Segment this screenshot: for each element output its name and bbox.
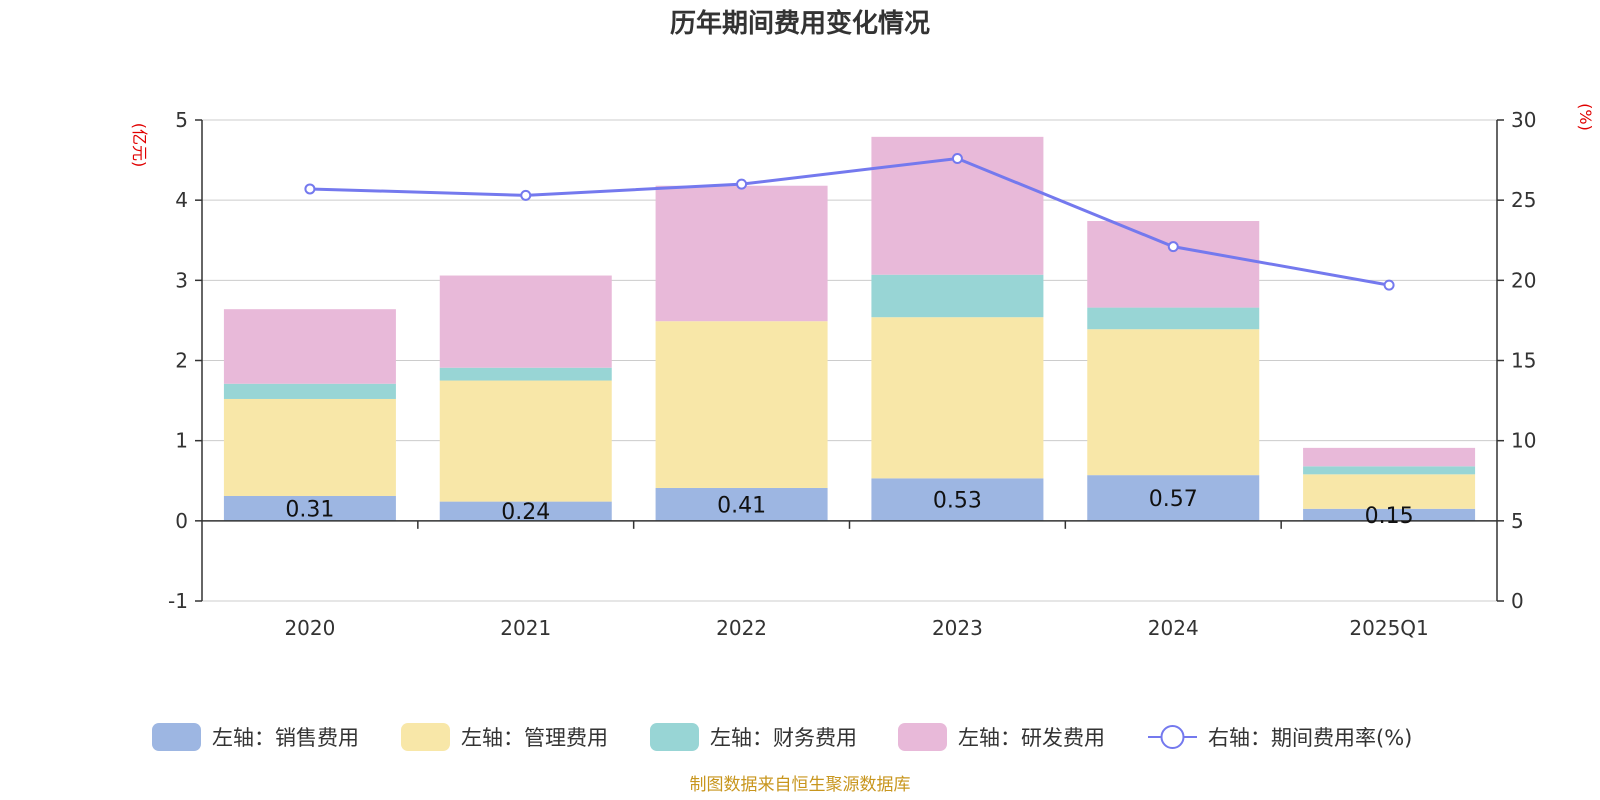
expense-rate-point [736,178,748,190]
bar-series [223,136,1476,521]
bar-segment-4 [1303,447,1476,467]
left-tick-label: 3 [175,268,188,292]
right-tick-label: 25 [1511,188,1536,212]
right-tick-label: 5 [1511,509,1524,533]
expense-rate-point [1167,241,1179,253]
right-tick-label: 0 [1511,589,1524,613]
legend-label-1: 左轴：销售费用 [212,726,359,750]
bar-segment-4 [1087,221,1260,308]
expense-rate-point [951,152,963,164]
bar-segment-4 [439,275,612,368]
bar-segment-1 [223,495,396,521]
bar-segment-3 [439,367,612,381]
category-label: 2020 [284,616,335,640]
right-axis: 30 25 20 15 10 5 0 [1497,108,1536,613]
bar-segment-1 [1303,508,1476,521]
right-tick-label: 10 [1511,429,1536,453]
bar-data-label: 0.31 [285,497,334,522]
left-tick-label: -1 [168,589,188,613]
line-series [304,152,1395,291]
legend-swatch-3 [650,723,699,751]
legend-swatch-1 [152,723,201,751]
bar-data-label: 0.57 [1149,487,1198,512]
category-label: 2025Q1 [1349,616,1428,640]
data-source-note: 制图数据来自恒生聚源数据库 [690,775,911,795]
bar-data-label: 0.53 [933,489,982,514]
legend-circle-marker [1160,725,1185,749]
right-tick-label: 15 [1511,349,1536,373]
bar-segment-3 [871,274,1044,318]
bar-segment-2 [439,380,612,502]
legend-label-4: 左轴：研发费用 [958,726,1105,750]
expense-rate-point [1383,279,1395,291]
bar-segment-2 [871,317,1044,479]
left-axis-unit: (亿元) [130,123,149,168]
bar-segment-1 [871,478,1044,521]
left-tick-label: 0 [175,509,188,533]
expense-rate-point [304,183,316,195]
bar-data-label: 0.15 [1365,504,1414,529]
category-label: 2024 [1148,616,1199,640]
bar-segment-4 [655,185,828,322]
legend-label-3: 左轴：财务费用 [710,726,857,750]
bar-segment-3 [223,383,396,399]
bar-data-label: 0.41 [717,493,766,518]
bar-segment-1 [1087,475,1260,521]
bar-segment-3 [1303,466,1476,475]
expense-rate-point [520,189,532,201]
bar-segment-2 [1087,329,1260,476]
legend[interactable]: 左轴：销售费用 左轴：管理费用 左轴：财务费用 左轴：研发费用 右轴：期间费用率(%) [152,723,1412,751]
bar-segment-1 [439,501,612,521]
category-label: 2021 [500,616,551,640]
right-tick-label: 20 [1511,268,1536,292]
right-axis-unit: (%) [1576,103,1595,131]
bar-segment-2 [655,321,828,488]
axis-lines [201,120,1498,601]
expense-rate-line [309,156,1390,287]
legend-swatch-2 [401,723,450,751]
bar-segment-1 [655,487,828,521]
category-label: 2022 [716,616,767,640]
bar-labels: 0.31 0.24 0.41 0.53 0.57 0.15 [285,487,1413,529]
right-tick-label: 30 [1511,108,1536,132]
bar-segment-2 [1303,474,1476,509]
category-axis-labels: 2020 2021 2022 2023 2024 2025Q1 [284,616,1428,640]
bar-segment-4 [223,309,396,384]
category-label: 2023 [932,616,983,640]
left-axis: 5 4 3 2 1 0 -1 [168,108,202,613]
left-tick-label: 5 [175,108,188,132]
bar-segment-2 [223,398,396,496]
left-tick-label: 2 [175,349,188,373]
left-tick-label: 4 [175,188,188,212]
legend-label-2: 左轴：管理费用 [461,726,608,750]
legend-label-5: 右轴：期间费用率(%) [1208,726,1412,750]
bar-segment-3 [1087,307,1260,330]
bar-data-label: 0.24 [501,500,550,525]
left-tick-label: 1 [175,429,188,453]
chart-title: 历年期间费用变化情况 [670,8,930,39]
legend-swatch-4 [898,723,947,751]
